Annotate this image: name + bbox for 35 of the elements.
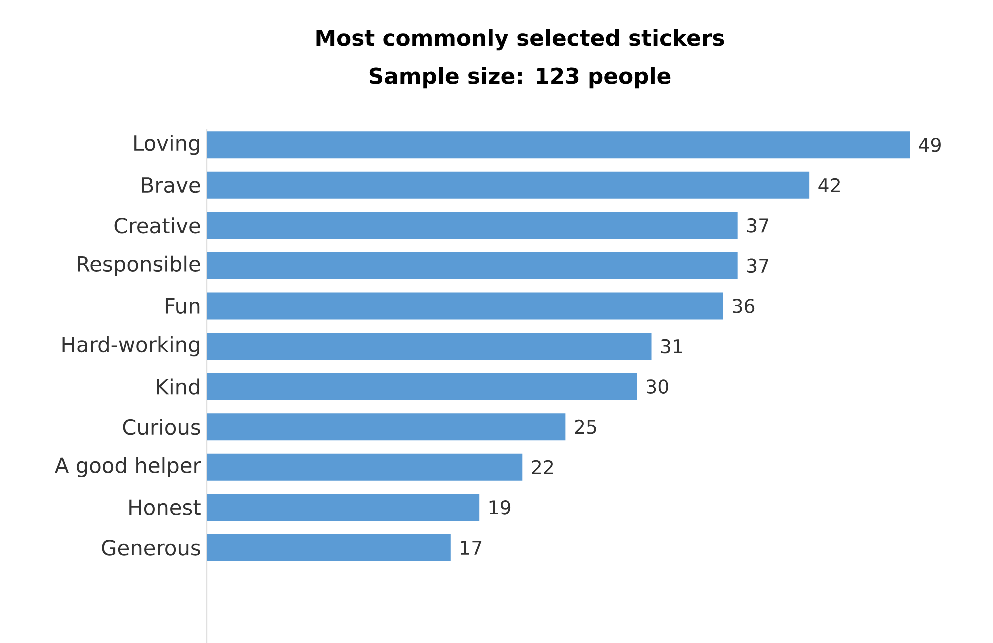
- bar: [207, 534, 451, 562]
- bar: [207, 132, 910, 159]
- y-tick-label: Creative: [114, 218, 200, 234]
- bar: [207, 373, 638, 400]
- bar: [207, 172, 810, 199]
- y-tick-label: Brave: [142, 178, 200, 194]
- bar: [207, 292, 724, 320]
- data-label: 30: [647, 380, 668, 394]
- y-tick-label: Hard-working: [62, 336, 200, 357]
- bar: [207, 333, 652, 360]
- data-label: 37: [747, 218, 768, 233]
- y-tick-label: Fun: [166, 298, 200, 314]
- data-label: 17: [461, 541, 482, 555]
- data-label: 25: [575, 420, 596, 434]
- y-tick-label: Responsible: [78, 256, 200, 276]
- y-tick-label: Honest: [130, 500, 201, 516]
- y-tick-label: Generous: [102, 540, 200, 556]
- y-tick-label: Loving: [134, 134, 200, 156]
- data-label: 22: [532, 460, 554, 474]
- y-tick-label: A good helper: [55, 457, 202, 478]
- data-label: 36: [733, 299, 755, 314]
- data-label: 42: [818, 178, 840, 192]
- bar: [207, 252, 738, 280]
- chart-title: Most commonly selected stickers: [316, 29, 724, 51]
- bar: [207, 212, 738, 240]
- data-label: 49: [919, 138, 941, 152]
- bar: [207, 454, 523, 481]
- chart-subtitle: Sample size: 123 people: [370, 67, 671, 89]
- y-tick-label: Curious: [123, 419, 200, 436]
- bar: [207, 414, 566, 441]
- data-label: 37: [747, 258, 768, 274]
- data-label: 31: [661, 339, 682, 354]
- data-label: 19: [490, 500, 511, 515]
- y-tick-label: Kind: [157, 378, 200, 395]
- bar: [207, 494, 480, 522]
